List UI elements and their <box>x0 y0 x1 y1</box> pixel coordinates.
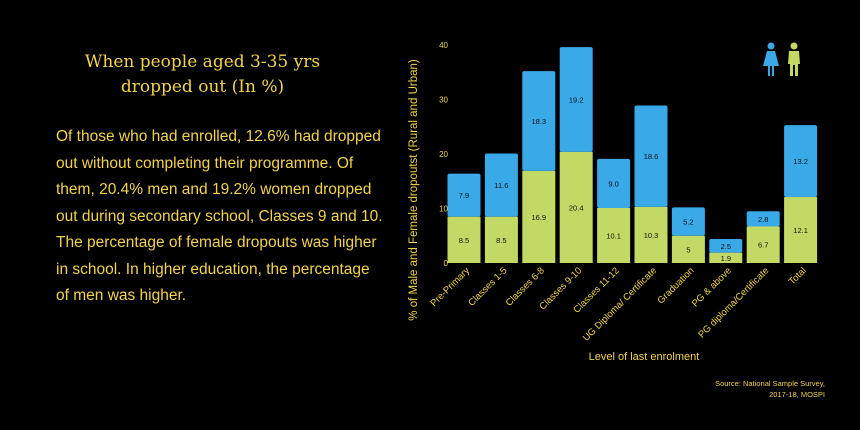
summary-paragraph: Of those who had enrolled, 12.6% had dro… <box>56 128 383 304</box>
data-label-male: 12.1 <box>793 226 808 235</box>
male-person-icon <box>788 42 800 76</box>
chart-title: When people aged 3-35 yrs dropped out (I… <box>40 50 365 100</box>
data-label-female: 2.8 <box>758 215 768 224</box>
title-line-2: dropped out (In %) <box>120 77 285 97</box>
bar-segment-female <box>784 125 818 198</box>
y-tick-label: 40 <box>439 41 448 50</box>
data-label-male: 8.5 <box>459 236 469 245</box>
bar-segment-female <box>746 211 780 227</box>
y-tick-label: 10 <box>439 205 448 214</box>
bar-segment-male <box>484 216 518 263</box>
data-label-male: 10.3 <box>644 231 659 240</box>
data-label-male: 6.7 <box>758 241 768 250</box>
bar-segment-female <box>484 153 518 217</box>
data-label-female: 2.5 <box>721 242 731 251</box>
bar-segment-female <box>709 239 743 253</box>
x-tick-label: Classes 1-5 <box>466 265 509 308</box>
data-label-female: 13.2 <box>793 157 808 166</box>
source-note: Source: National Sample Survey, 2017-18,… <box>680 378 825 400</box>
x-axis-label: Level of last enrolment <box>588 351 700 363</box>
data-label-male: 20.4 <box>569 203 584 212</box>
data-label-male: 8.5 <box>496 236 506 245</box>
data-label-female: 11.6 <box>494 181 508 190</box>
bar-segment-female <box>597 158 631 208</box>
bar-segment-female <box>447 173 481 217</box>
x-tick-label: Pre-Primary <box>429 265 473 309</box>
bar-segment-male <box>784 197 818 263</box>
gender-legend <box>763 42 800 76</box>
bar-segment-male <box>709 252 743 263</box>
bar-segment-female <box>671 207 705 236</box>
bar-segment-male <box>597 207 631 263</box>
data-label-female: 9.0 <box>608 179 618 188</box>
bar-segment-male <box>671 235 705 263</box>
bar-segment-male <box>559 151 593 263</box>
female-person-icon <box>763 42 779 76</box>
bar-segment-female <box>522 71 556 171</box>
data-label-male: 16.9 <box>531 213 546 222</box>
bar-segment-male <box>634 206 668 263</box>
x-tick-label: PG diploma/Certificate <box>696 265 771 340</box>
bar-segment-female <box>559 47 593 152</box>
x-tick-label: Total <box>787 265 809 287</box>
data-label-female: 18.3 <box>531 117 546 126</box>
bar-segment-female <box>634 105 668 207</box>
bar-segment-male <box>522 170 556 263</box>
data-label-female: 18.6 <box>644 152 659 161</box>
data-label-male: 1.9 <box>721 254 731 263</box>
source-line-2: 2017-18, MOSPI <box>769 390 825 399</box>
source-line-1: Source: National Sample Survey, <box>715 379 825 388</box>
y-tick-label: 0 <box>444 259 449 268</box>
data-label-female: 7.9 <box>459 191 469 200</box>
data-label-male: 5 <box>686 245 690 254</box>
title-line-1: When people aged 3-35 yrs <box>84 52 321 72</box>
data-label-female: 5.2 <box>683 218 693 227</box>
bar-segment-male <box>447 216 481 263</box>
data-label-female: 19.2 <box>569 96 584 105</box>
y-tick-label: 30 <box>439 96 448 105</box>
y-tick-label: 20 <box>439 150 448 159</box>
y-axis-label: % of Male and Female dropoutst (Rural an… <box>408 59 420 321</box>
bar-segment-male <box>746 226 780 263</box>
x-tick-label: UG Diploma/ Certificate <box>581 265 659 343</box>
data-label-male: 10.1 <box>606 231 621 240</box>
